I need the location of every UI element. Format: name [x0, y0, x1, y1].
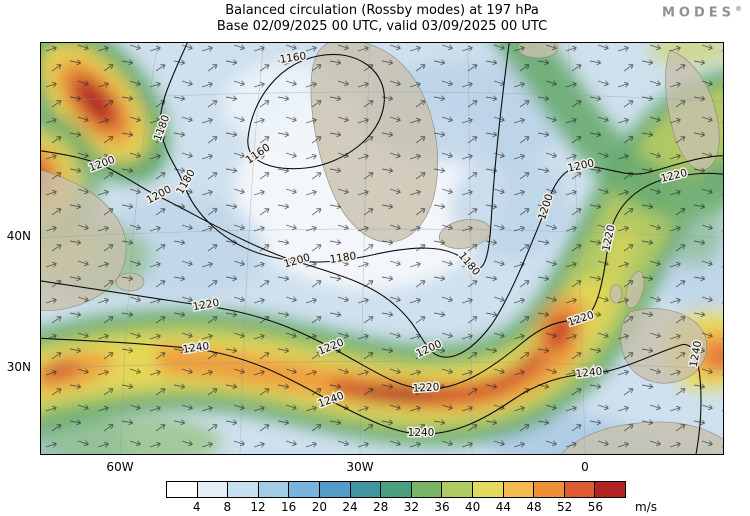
- colorbar-tick-label: 8: [223, 500, 232, 514]
- colorbar-cell: [595, 482, 625, 497]
- y-axis-tick-label: 30N: [6, 360, 31, 374]
- colorbar-cell: [411, 482, 443, 497]
- colorbar-tick-label: 4: [192, 500, 201, 514]
- header: Balanced circulation (Rossby modes) at 1…: [40, 3, 724, 35]
- colorbar-tick-label: 48: [526, 500, 542, 514]
- contour-label: 1240: [182, 340, 210, 356]
- map-border: [40, 42, 724, 455]
- colorbar-tick-label: 12: [250, 500, 266, 514]
- contour-1160: [247, 54, 385, 170]
- contour-label: 1160: [279, 50, 307, 66]
- modes-logo: MODES®: [662, 5, 742, 20]
- height-contours: [40, 42, 724, 455]
- x-axis-tick-label: 60W: [106, 460, 134, 474]
- registered-mark: ®: [735, 5, 742, 13]
- colorbar-cell: [472, 482, 504, 497]
- contour-label: 1240: [408, 427, 435, 439]
- contour-label: 1180: [329, 250, 357, 266]
- contour-1180: [159, 42, 510, 270]
- colorbar-cell: [381, 482, 412, 497]
- colorbar-tick-label: 24: [342, 500, 358, 514]
- colorbar-tick-label: 16: [281, 500, 297, 514]
- contour-1240: [40, 337, 702, 455]
- contour-1220: [40, 172, 724, 390]
- x-axis-tick-label: 0: [581, 460, 589, 474]
- colorbar-tick-label: 56: [587, 500, 603, 514]
- contour-1200: [40, 150, 724, 358]
- colorbar-cell: [534, 482, 565, 497]
- colorbar-tick-label: 44: [495, 500, 511, 514]
- colorbar-tick-label: 52: [557, 500, 573, 514]
- x-axis-tick-label: 30W: [346, 460, 374, 474]
- colorbar-cell: [197, 482, 229, 497]
- map-panel: 1160 1160 1180 1180 1180 1180 1200 1200 1200 1200…: [40, 42, 724, 455]
- colorbar-ticks: 4 8 12 16 20 24 28 32 36 40 44 48 52 56: [166, 498, 626, 514]
- colorbar-cell: [228, 482, 259, 497]
- colorbar-tick-label: 36: [434, 500, 450, 514]
- contour-label: 1240: [575, 366, 603, 381]
- chart-title: Balanced circulation (Rossby modes) at 1…: [225, 3, 539, 18]
- wind-arrows-overlay: [40, 42, 724, 455]
- y-axis-labels: 40N 30N: [0, 42, 36, 455]
- colorbar-cells: [166, 481, 626, 498]
- colorbar-cell: [319, 482, 351, 497]
- colorbar-cell: [564, 482, 596, 497]
- colorbar-tick-label: 40: [465, 500, 481, 514]
- chart-subtitle: Base 02/09/2025 00 UTC, valid 03/09/2025…: [216, 19, 548, 34]
- colorbar-tick-label: 32: [403, 500, 419, 514]
- colorbar-unit: m/s: [635, 500, 657, 514]
- colorbar-tick-label: 28: [373, 500, 389, 514]
- colorbar: 4 8 12 16 20 24 28 32 36 40 44 48 52 56 m/s: [166, 481, 657, 515]
- colorbar-cell: [167, 482, 198, 497]
- modes-logo-text: MODES: [661, 5, 735, 21]
- colorbar-cell: [350, 482, 382, 497]
- y-axis-tick-label: 40N: [6, 229, 31, 243]
- x-axis-labels: 60W 30W 0: [40, 460, 724, 476]
- colorbar-cell: [503, 482, 535, 497]
- colorbar-cell: [442, 482, 473, 497]
- contour-label: 1220: [412, 381, 439, 394]
- colorbar-cell: [258, 482, 290, 497]
- colorbar-cell: [289, 482, 320, 497]
- colorbar-tick-label: 20: [311, 500, 327, 514]
